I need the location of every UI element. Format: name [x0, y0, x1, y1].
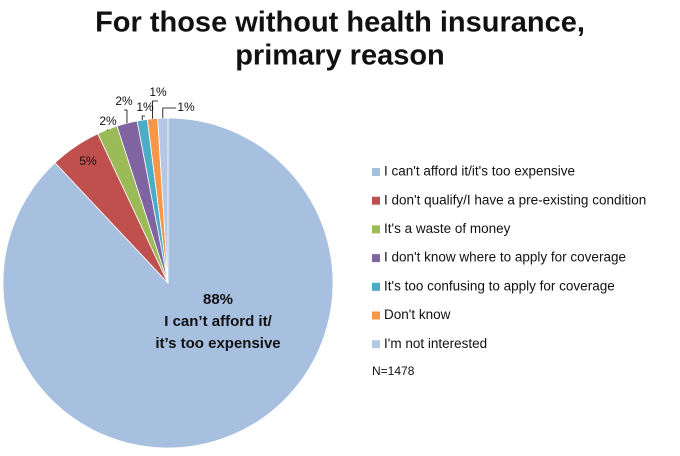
legend-swatch [372, 196, 380, 205]
legend-swatch [372, 168, 380, 176]
leader-line [162, 107, 176, 119]
leader-line [152, 100, 158, 119]
leader-line [124, 109, 128, 124]
legend-swatch [372, 340, 380, 349]
data-label: 5% [79, 154, 97, 168]
legend-swatch [372, 311, 380, 320]
legend-label: I don't know where to apply for coverage [384, 250, 626, 265]
leader-line [141, 115, 145, 121]
slice-annotation: I can’t afford it/ [164, 313, 272, 330]
legend-label: I can't afford it/it's too expensive [384, 164, 575, 179]
sample-note: N=1478 [372, 364, 415, 378]
slice-annotation: it’s too expensive [155, 335, 280, 352]
pie-slice [157, 117, 169, 284]
legend-label: It's a waste of money [384, 221, 511, 236]
legend-swatch [372, 254, 380, 263]
data-label: 1% [149, 85, 167, 99]
legend-swatch [372, 225, 380, 234]
chart-title: For those without health insurance, [95, 7, 585, 39]
data-label: 2% [115, 94, 133, 108]
data-label: 1% [177, 100, 195, 114]
chart-title: primary reason [235, 40, 445, 72]
legend-label: Don't know [384, 307, 451, 322]
data-label: 1% [136, 100, 154, 114]
legend-label: It's too confusing to apply for coverage [384, 278, 615, 293]
legend-swatch [372, 282, 380, 291]
legend-label: I don't qualify/I have a pre-existing co… [384, 192, 646, 207]
data-label: 88% [203, 291, 233, 308]
legend-label: I'm not interested [384, 336, 487, 351]
data-label: 2% [99, 114, 117, 128]
